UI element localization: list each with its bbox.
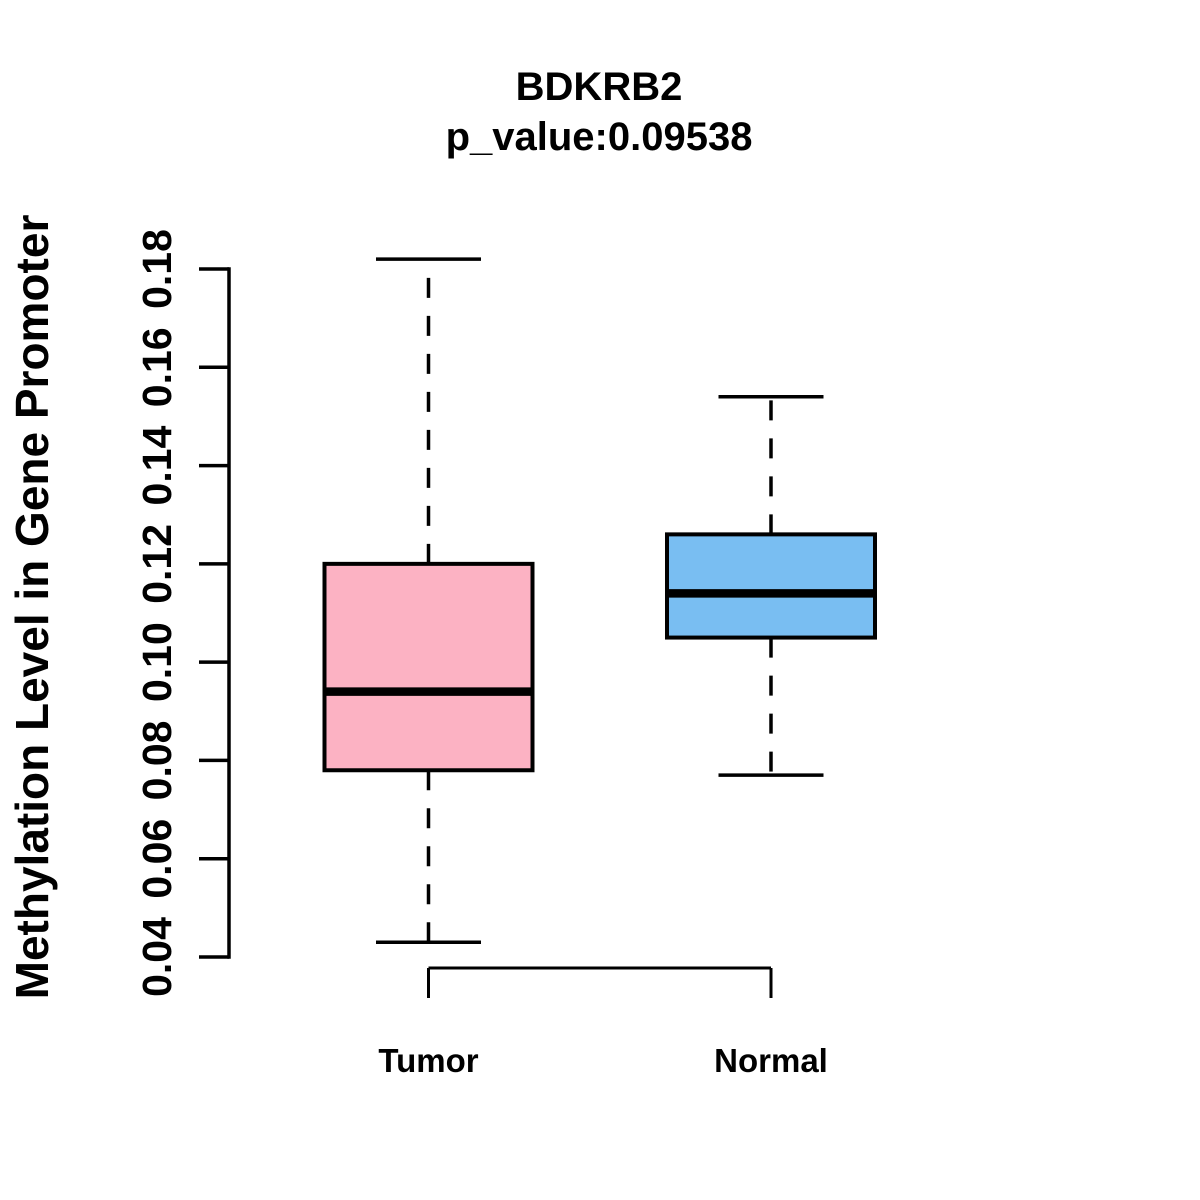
y-axis-tick-label: 0.14 <box>134 425 180 505</box>
box-normal <box>665 532 877 640</box>
chart-subtitle-pvalue: p_value:0.09538 <box>445 115 753 159</box>
y-axis-tick-label: 0.18 <box>134 229 180 309</box>
y-axis-tick-label: 0.10 <box>134 622 180 702</box>
chart-title: BDKRB2 <box>515 65 683 109</box>
y-axis-tick-label: 0.04 <box>134 917 180 997</box>
y-axis-tick-label: 0.16 <box>134 327 180 407</box>
x-category-label-tumor: Tumor <box>378 1042 478 1079</box>
x-category-label-normal: Normal <box>714 1042 828 1079</box>
y-axis-tick-label: 0.12 <box>134 524 180 604</box>
y-axis-tick-label: 0.08 <box>134 721 180 801</box>
box-tumor <box>322 561 535 773</box>
chart-title-block: BDKRB2 p_value:0.09538 <box>199 62 999 162</box>
y-axis-tick-label: 0.06 <box>134 819 180 899</box>
